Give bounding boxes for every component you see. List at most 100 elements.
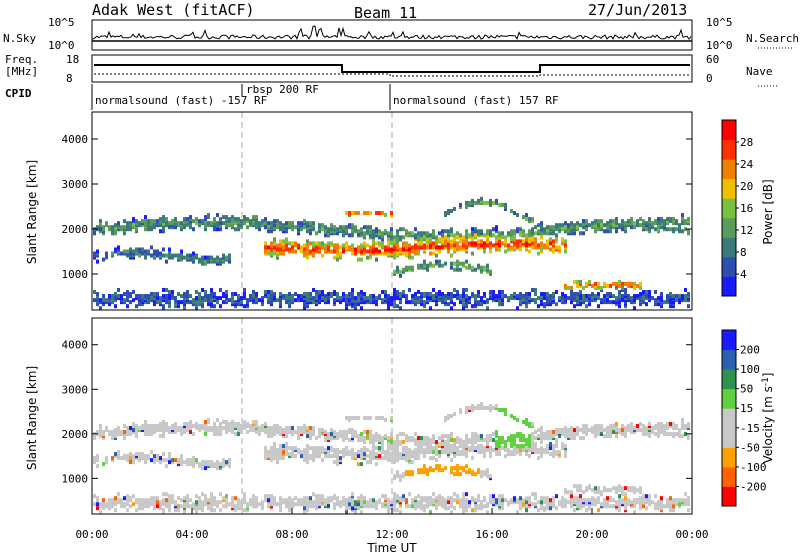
power-cell xyxy=(564,227,567,232)
power-cell xyxy=(372,296,375,301)
velocity-cell xyxy=(363,500,366,505)
velocity-cell xyxy=(489,498,492,503)
power-cell xyxy=(234,217,237,222)
freq-trace xyxy=(94,64,690,73)
power-cell xyxy=(390,298,393,303)
velocity-cell xyxy=(462,440,465,445)
power-cell xyxy=(366,298,369,303)
velocity-cell xyxy=(441,442,444,447)
velocity-cell xyxy=(486,442,489,447)
velocity-cell xyxy=(216,460,219,465)
velocity-cell xyxy=(558,450,561,455)
power-cell xyxy=(654,219,657,224)
power-cell xyxy=(387,247,390,252)
power-cell xyxy=(435,237,438,242)
velocity-cell xyxy=(138,452,141,457)
velocity-cell xyxy=(216,466,219,471)
velocity-cell xyxy=(174,500,177,505)
power-cell xyxy=(330,292,333,297)
power-cell xyxy=(252,223,255,228)
power-cell xyxy=(324,249,327,254)
velocity-cell xyxy=(474,438,477,443)
power-cell xyxy=(273,225,276,230)
velocity-cell xyxy=(618,504,621,509)
power-cell xyxy=(123,249,126,254)
power-cell xyxy=(300,298,303,303)
velocity-cell xyxy=(144,504,147,509)
power-cell xyxy=(315,302,318,307)
velocity-cell xyxy=(450,434,453,439)
velocity-cell xyxy=(213,508,216,513)
velocity-cell xyxy=(414,442,417,447)
velocity-cell xyxy=(159,456,162,461)
velocity-cell xyxy=(489,494,492,499)
velocity-cell xyxy=(597,488,600,493)
power-cell xyxy=(441,237,444,242)
velocity-cell xyxy=(168,426,171,431)
velocity-cell xyxy=(438,464,441,469)
power-cell xyxy=(393,235,396,240)
velocity-cell xyxy=(288,502,291,507)
power-cell xyxy=(375,241,378,246)
nsky-panel: N.Sky 10^5 10^0 10^5 10^0 N.Search xyxy=(3,16,799,52)
xtick-label: 04:00 xyxy=(175,528,208,541)
velocity-cell xyxy=(153,458,156,463)
power-cell xyxy=(387,304,390,309)
power-cell xyxy=(312,241,315,246)
velocity-cell xyxy=(102,502,105,507)
velocity-cell xyxy=(477,468,480,473)
velocity-cell xyxy=(273,496,276,501)
velocity-cell xyxy=(402,448,405,453)
power-cell xyxy=(198,296,201,301)
xtick-label: 12:00 xyxy=(375,528,408,541)
power-cell xyxy=(96,294,99,299)
power-cell xyxy=(561,237,564,242)
velocity-cell xyxy=(453,450,456,455)
velocity-cell xyxy=(420,500,423,505)
velocity-cell xyxy=(687,500,690,505)
power-cell xyxy=(312,300,315,305)
velocity-cell xyxy=(552,430,555,435)
velocity-cell xyxy=(603,434,606,439)
velocity-cell xyxy=(558,502,561,507)
velocity-cell xyxy=(471,496,474,501)
power-cell xyxy=(570,225,573,230)
velocity-cell xyxy=(201,492,204,497)
velocity-cell xyxy=(528,504,531,509)
power-cell xyxy=(276,243,279,248)
power-cell xyxy=(312,247,315,252)
power-cell xyxy=(399,306,402,311)
velocity-cell xyxy=(657,434,660,439)
power-cell xyxy=(327,298,330,303)
velocity-cell xyxy=(381,436,384,441)
velocity-cell xyxy=(549,436,552,441)
velocity-cell xyxy=(153,500,156,505)
velocity-cell xyxy=(480,434,483,439)
velocity-cell xyxy=(126,430,129,435)
power-cell xyxy=(399,237,402,242)
power-cell xyxy=(141,247,144,252)
power-cell xyxy=(348,292,351,297)
velocity-cell xyxy=(567,490,570,495)
power-cell xyxy=(480,196,483,201)
power-cell xyxy=(219,257,222,262)
velocity-cell xyxy=(516,434,519,439)
power-cell xyxy=(267,247,270,252)
power-cell xyxy=(567,285,570,290)
power-cell xyxy=(510,296,513,301)
power-cell xyxy=(303,306,306,311)
velocity-cell xyxy=(243,492,246,497)
velocity-cell xyxy=(429,500,432,505)
velocity-cell xyxy=(489,446,492,451)
power-cell xyxy=(447,233,450,238)
velocity-cell xyxy=(108,430,111,435)
velocity-cell xyxy=(615,434,618,439)
velocity-cell xyxy=(615,506,618,511)
power-cell xyxy=(507,231,510,236)
power-cell xyxy=(321,298,324,303)
power-cell xyxy=(285,243,288,248)
power-cell xyxy=(297,245,300,250)
power-cell xyxy=(417,300,420,305)
velocity-cell xyxy=(687,436,690,441)
power-cell xyxy=(396,304,399,309)
